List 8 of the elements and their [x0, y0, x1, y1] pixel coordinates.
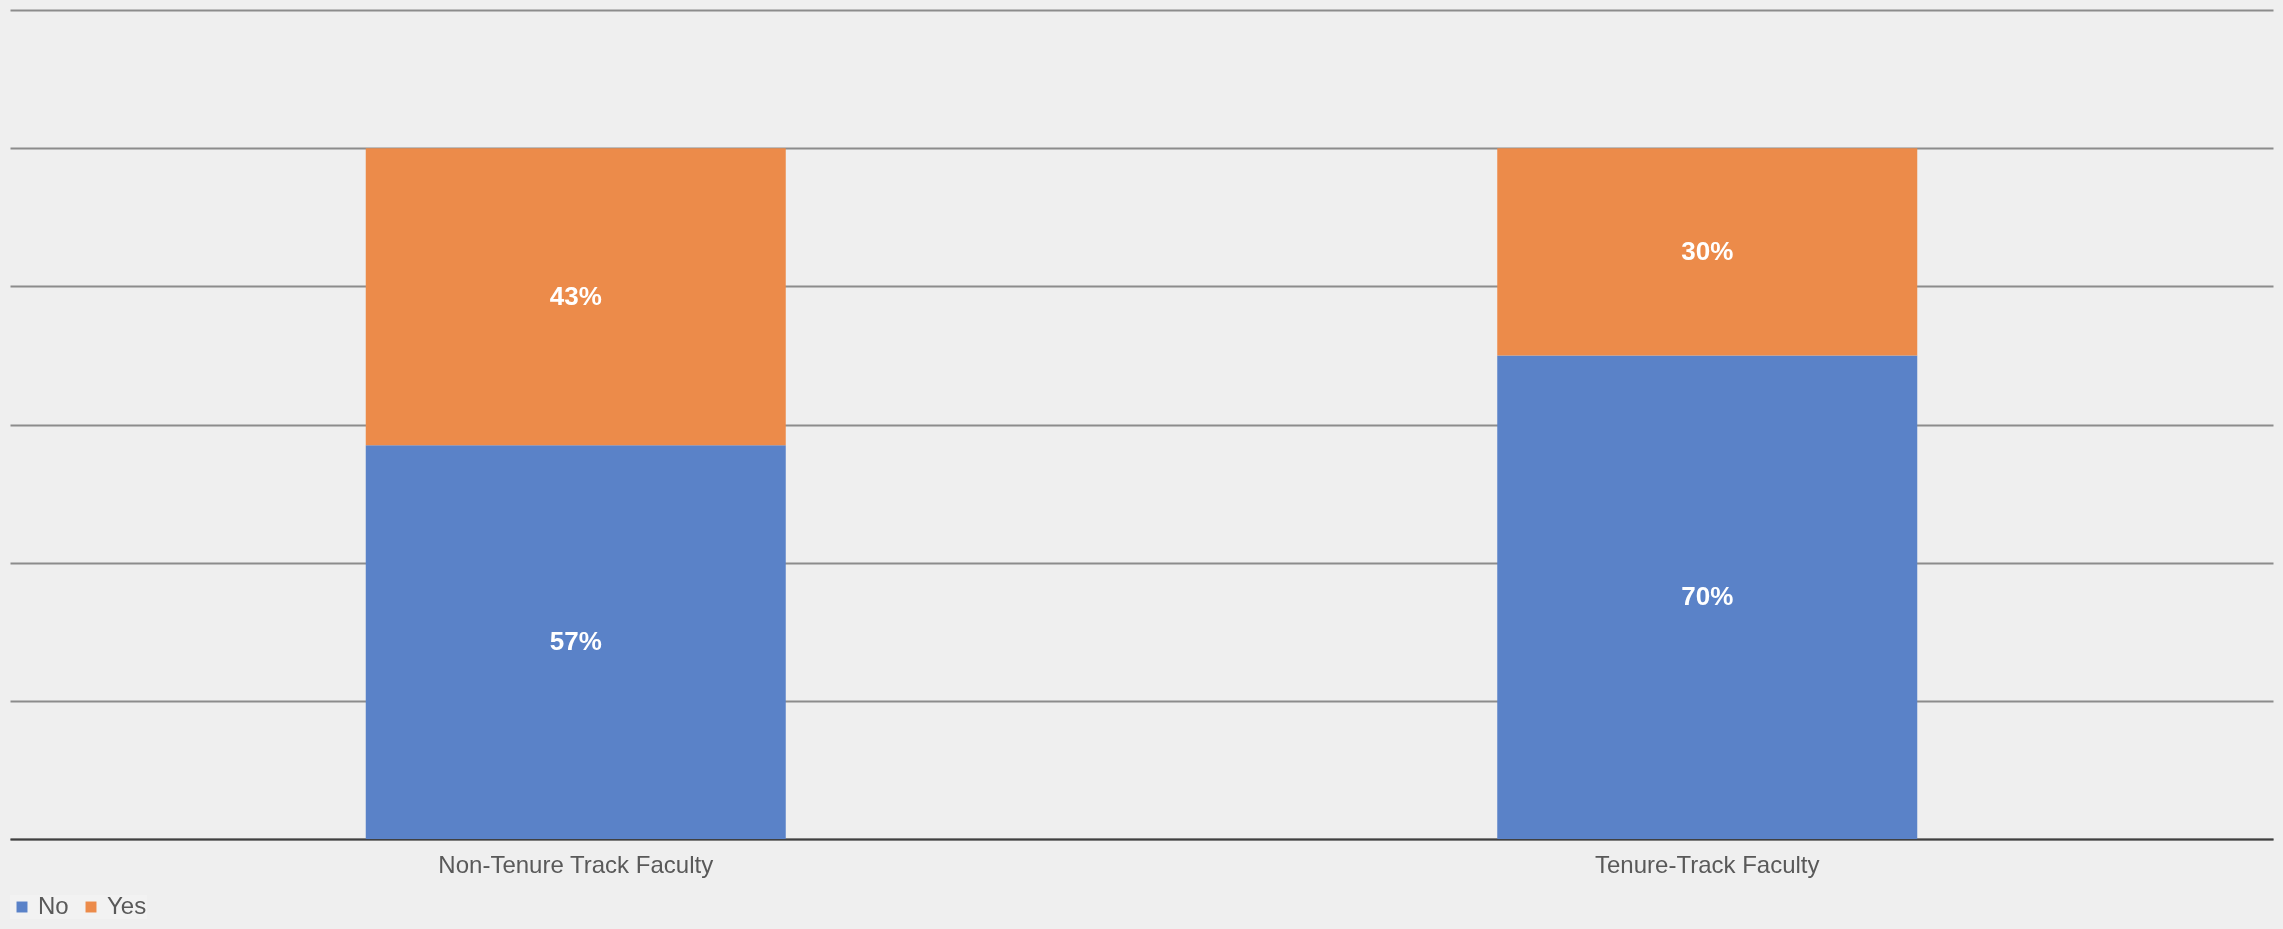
data-label: 30%	[1681, 235, 1734, 266]
data-label: 43%	[549, 280, 602, 311]
legend-label: No	[38, 892, 69, 919]
legend-label: Yes	[107, 892, 147, 919]
data-label: 57%	[549, 626, 602, 657]
x-tick-label: Tenure-Track Faculty	[1594, 850, 1820, 878]
data-label: 70%	[1681, 581, 1734, 612]
x-tick-label: Non-Tenure Track Faculty	[438, 850, 714, 878]
